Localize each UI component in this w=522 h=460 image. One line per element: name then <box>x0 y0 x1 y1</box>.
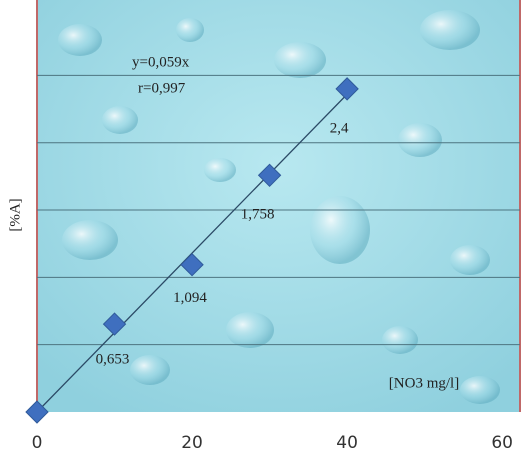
x-tick-label: 0 <box>32 433 43 453</box>
x-tick-label: 20 <box>181 433 203 453</box>
data-label: 2,4 <box>330 120 349 136</box>
equation: y=0,059x <box>132 54 190 70</box>
correlation: r=0,997 <box>138 80 186 96</box>
y-axis-label: [%A] <box>7 198 23 231</box>
page: y=0,059x r=0,997 [NO3 mg/l] [%A] 0 20 40 60… <box>0 0 522 455</box>
x-tick-label: 40 <box>336 433 358 453</box>
x-axis-label: [NO3 mg/l] <box>389 375 459 391</box>
chart: y=0,059x r=0,997 [NO3 mg/l] [%A] 0 20 40 60… <box>0 0 522 455</box>
data-label: 1,094 <box>173 290 207 306</box>
data-label: 0,653 <box>96 352 130 368</box>
x-tick-label: 60 <box>491 433 513 453</box>
data-label: 1,758 <box>241 207 275 223</box>
